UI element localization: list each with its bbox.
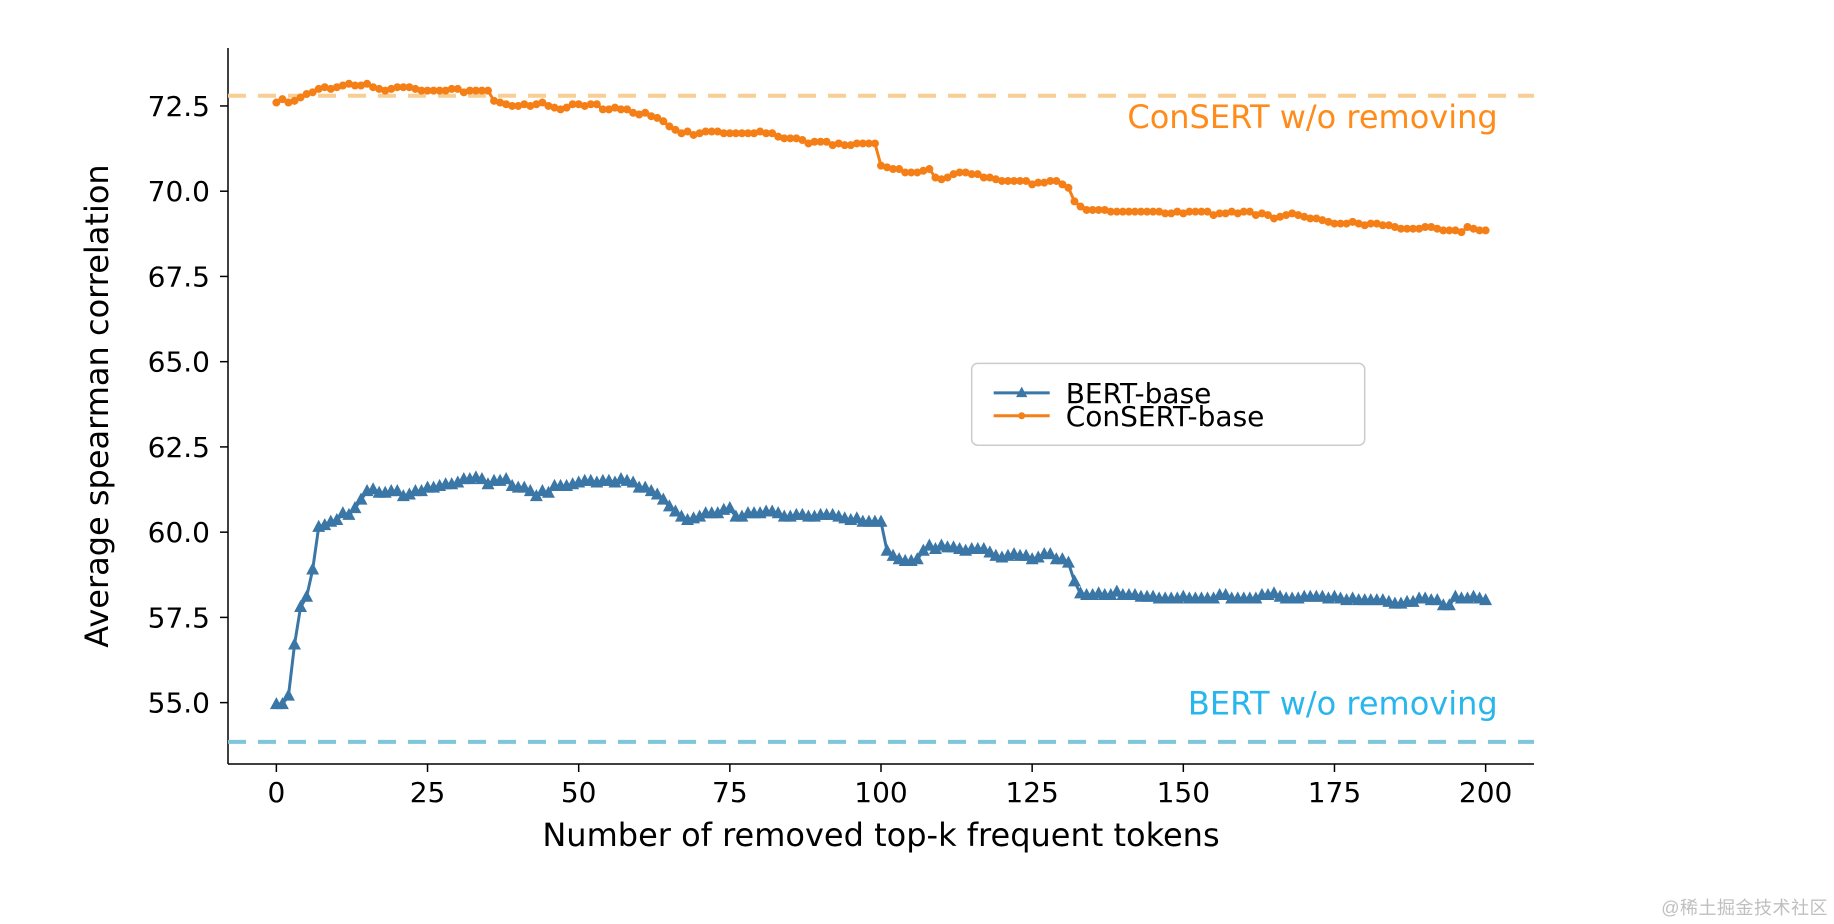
y-tick-label: 65.0 — [148, 346, 210, 379]
x-tick-label: 125 — [1005, 776, 1058, 809]
x-ticks: 0 25 50 75 100 125 150 175 200 — [267, 764, 1512, 809]
y-tick-label: 72.5 — [148, 90, 210, 123]
x-tick-label: 100 — [854, 776, 907, 809]
y-axis-label: Average spearman correlation — [78, 164, 116, 647]
legend: BERT-baseConSERT-base — [972, 363, 1365, 445]
x-tick-label: 0 — [267, 776, 285, 809]
reference-line-label: ConSERT w/o removing — [1127, 98, 1497, 136]
x-tick-label: 175 — [1308, 776, 1361, 809]
watermark: @稀土掘金技术社区 — [1661, 894, 1828, 920]
legend-item-label: ConSERT-base — [1066, 400, 1265, 433]
y-tick-label: 55.0 — [148, 687, 210, 720]
x-tick-label: 25 — [410, 776, 446, 809]
x-tick-label: 50 — [561, 776, 597, 809]
y-ticks: 55.0 57.5 60.0 62.5 65.0 67.5 70.0 72.5 — [148, 90, 228, 720]
y-tick-label: 70.0 — [148, 175, 210, 208]
y-tick-label: 60.0 — [148, 516, 210, 549]
x-tick-label: 200 — [1459, 776, 1512, 809]
chart-svg: 0 25 50 75 100 125 150 175 200 55.0 57.5 60.0 62.5 65… — [0, 0, 1834, 924]
y-tick-label: 57.5 — [148, 601, 210, 634]
x-tick-label: 75 — [712, 776, 748, 809]
x-axis-label: Number of removed top-k frequent tokens — [542, 816, 1219, 854]
chart-container: 0 25 50 75 100 125 150 175 200 55.0 57.5 60.0 62.5 65… — [0, 0, 1834, 924]
y-tick-label: 67.5 — [148, 260, 210, 293]
x-tick-label: 150 — [1157, 776, 1210, 809]
y-tick-label: 62.5 — [148, 431, 210, 464]
reference-line-label: BERT w/o removing — [1188, 684, 1498, 722]
series-bert-base — [271, 471, 1492, 708]
